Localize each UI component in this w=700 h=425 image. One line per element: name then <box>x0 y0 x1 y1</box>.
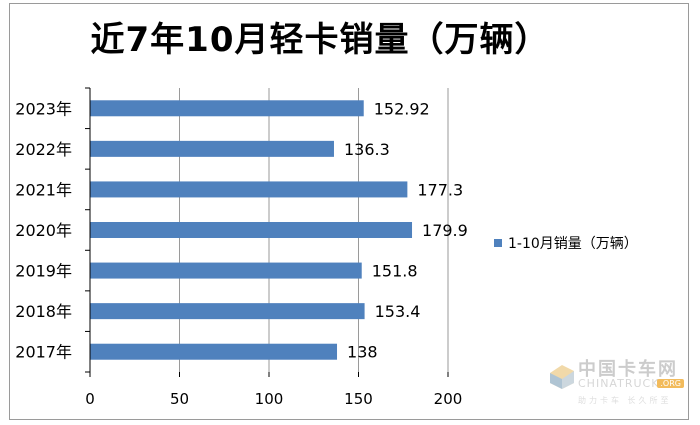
x-tick-label: 150 <box>344 390 373 408</box>
data-label: 136.3 <box>344 140 390 159</box>
y-tick-label: 2019年 <box>15 262 72 281</box>
legend-swatch <box>494 239 502 247</box>
truck-logo-icon <box>550 365 574 389</box>
watermark-en: CHINATRUCK <box>578 377 660 390</box>
bar-2019年 <box>90 262 362 279</box>
data-label: 177.3 <box>417 180 463 199</box>
bar-2018年 <box>90 303 365 320</box>
y-tick-label: 2018年 <box>15 302 72 321</box>
y-tick-label: 2020年 <box>15 221 72 240</box>
x-tick-label: 50 <box>170 390 189 408</box>
y-tick-label: 2022年 <box>15 140 72 159</box>
x-tick-label: 0 <box>85 390 95 408</box>
legend-label: 1-10月销量（万辆） <box>508 236 638 252</box>
y-tick-label: 2017年 <box>15 343 72 362</box>
watermark-badge: .ORG <box>657 379 684 388</box>
data-label: 179.9 <box>422 221 468 240</box>
y-tick-label: 2021年 <box>15 180 72 199</box>
chart-legend: 1-10月销量（万辆） <box>494 233 638 253</box>
y-tick-label: 2023年 <box>15 99 72 118</box>
x-tick-label: 200 <box>434 390 463 408</box>
data-label: 152.92 <box>374 99 430 118</box>
data-label: 151.8 <box>372 262 418 281</box>
watermark-slogan: 助力卡车 长久所至 <box>578 396 672 405</box>
data-label: 153.4 <box>375 302 421 321</box>
watermark-logo: 中国卡车网 CHINATRUCK .ORG 助力卡车 长久所至 <box>548 353 688 411</box>
watermark-cn: 中国卡车网 <box>578 359 678 380</box>
bar-2017年 <box>90 343 338 360</box>
x-tick-label: 100 <box>255 390 284 408</box>
chart-title: 近7年10月轻卡销量（万辆） <box>90 20 550 60</box>
bar-2022年 <box>90 140 334 157</box>
bar-2021年 <box>90 181 408 198</box>
data-label: 138 <box>347 343 378 362</box>
bar-2020年 <box>90 222 413 238</box>
bar-2023年 <box>90 100 364 117</box>
